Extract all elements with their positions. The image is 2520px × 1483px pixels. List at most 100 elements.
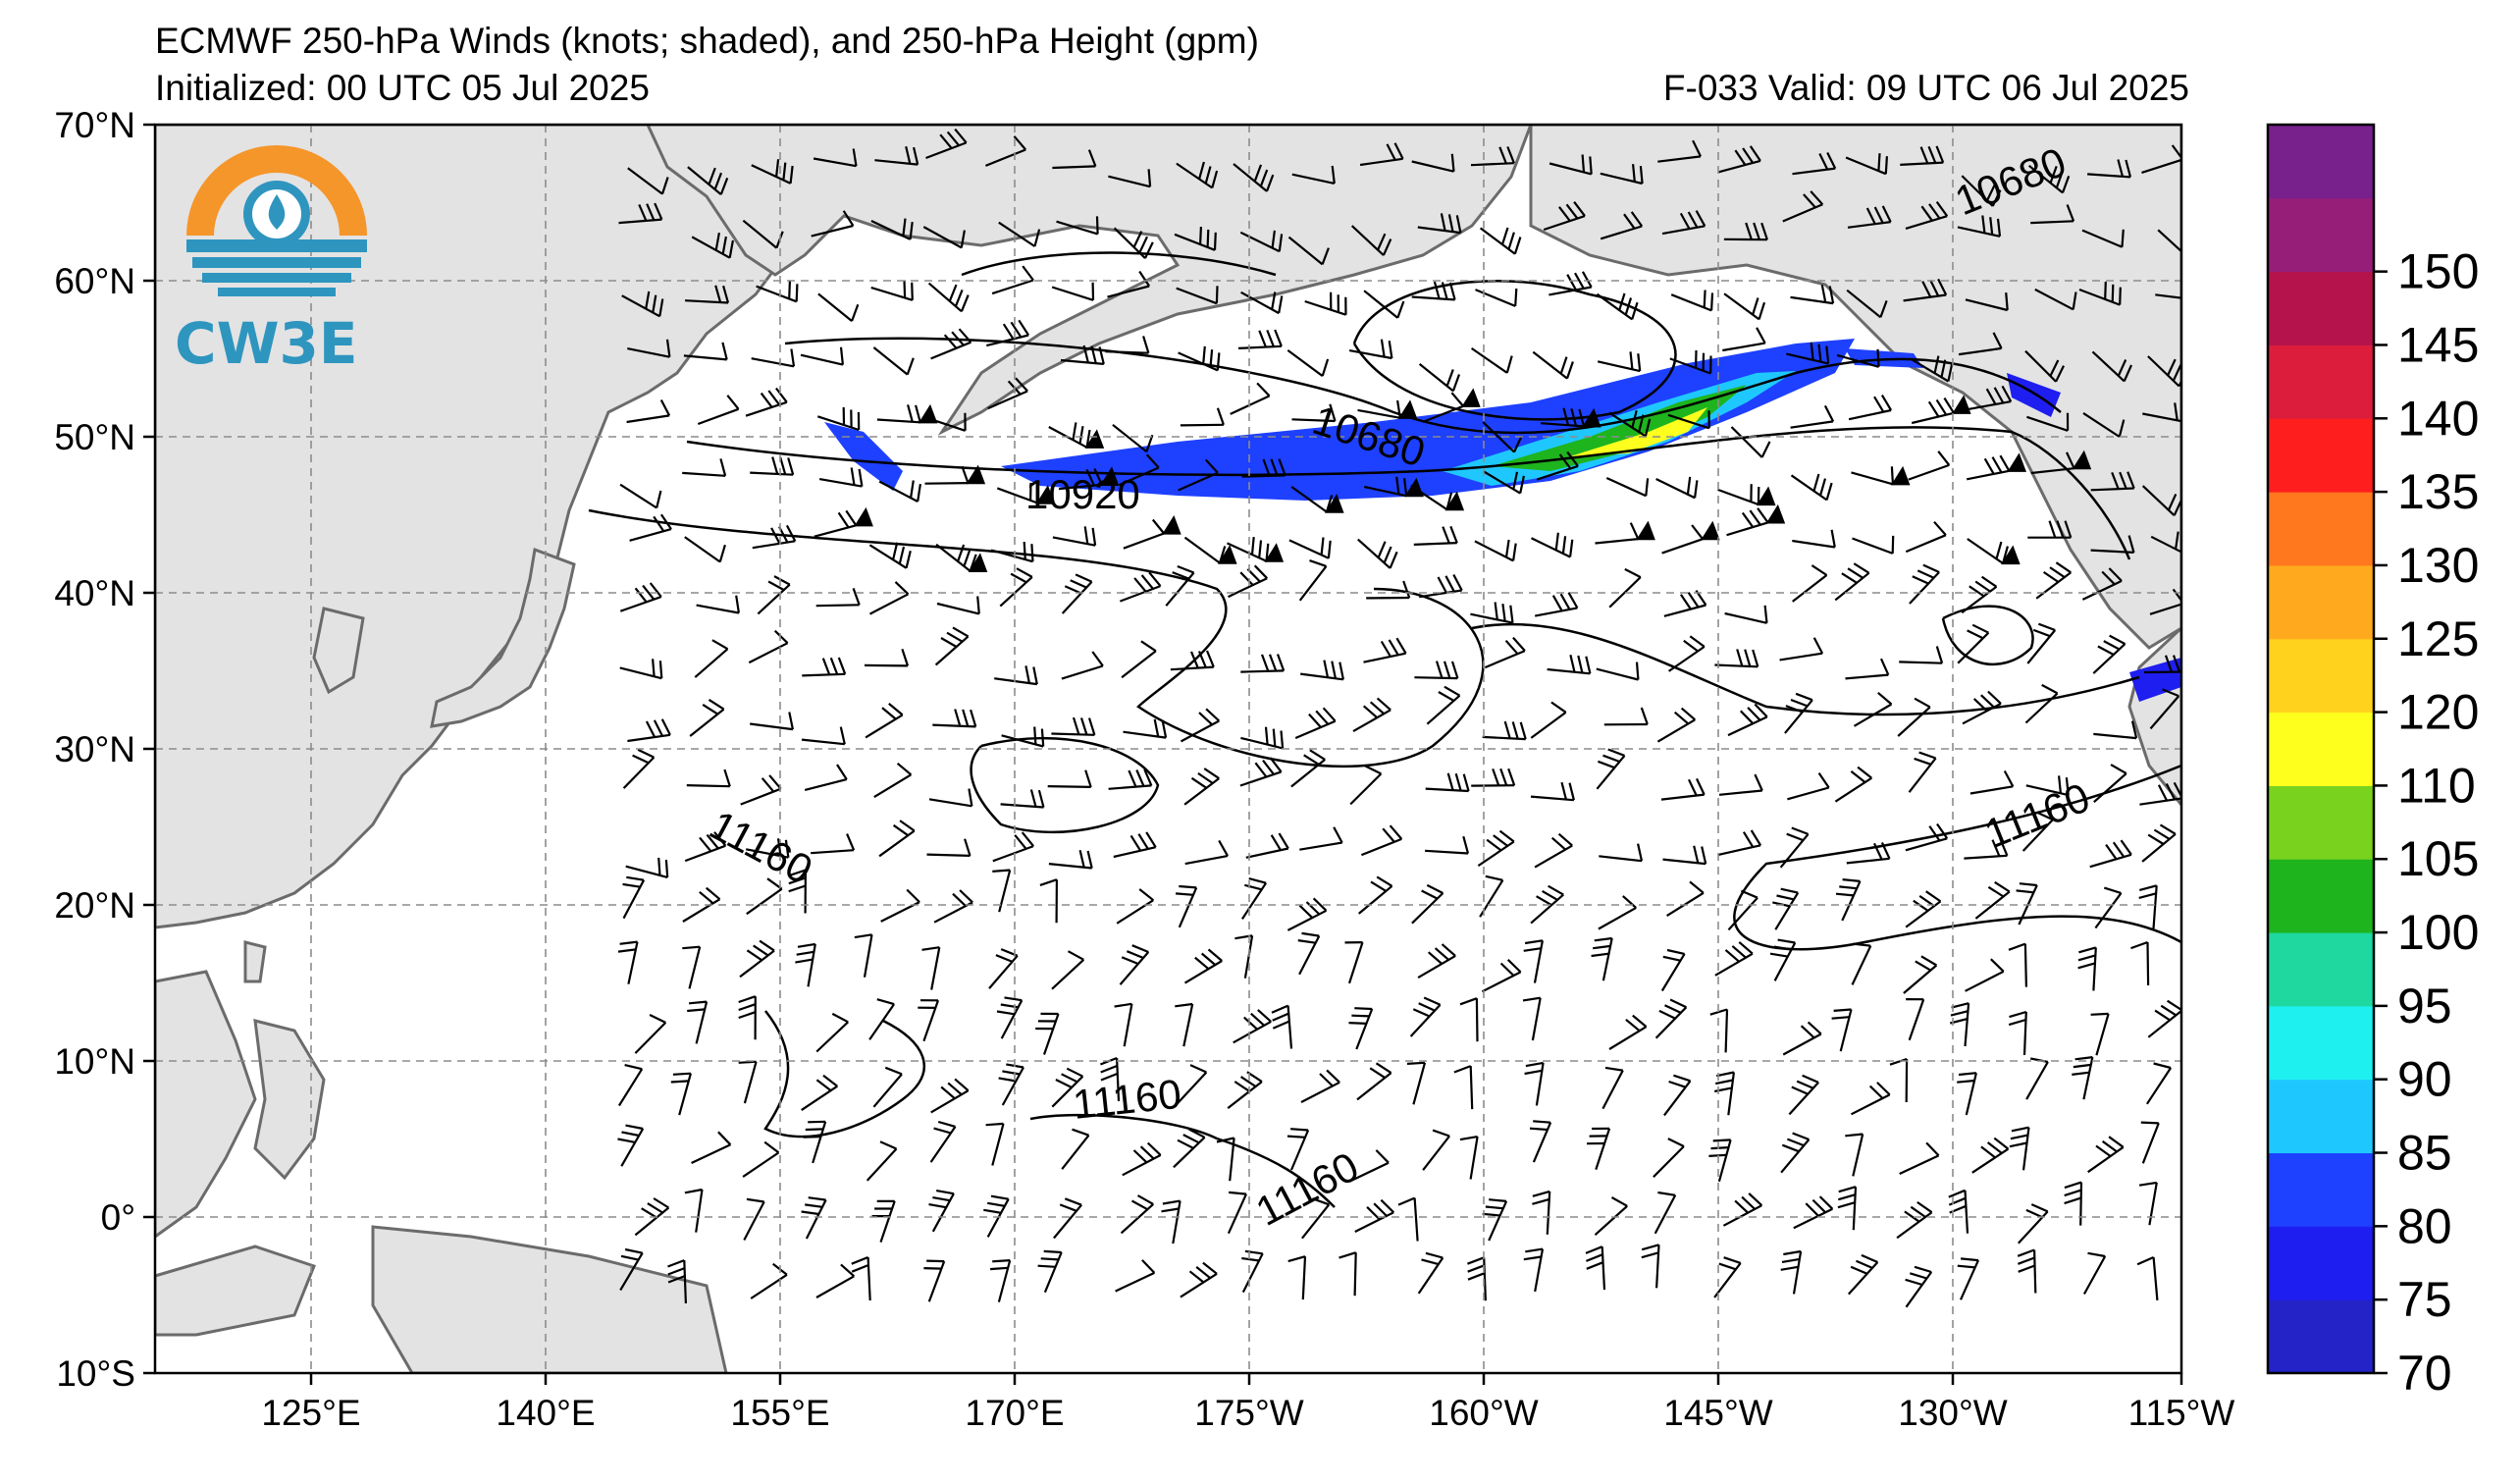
north-america — [1529, 125, 2181, 650]
wind-barb — [1911, 357, 1949, 383]
wind-barb — [619, 666, 662, 680]
wind-barb-pennant — [1636, 520, 1655, 541]
wind-barb-flag — [968, 788, 973, 807]
wind-barb-flag — [911, 282, 914, 300]
wind-barb-flag — [1781, 1143, 1800, 1153]
wind-barb-flag — [1916, 569, 1935, 579]
wind-barb-flag — [1857, 766, 1872, 779]
wind-barb-flag — [1980, 1145, 1996, 1159]
wind-barb-flag — [822, 1074, 838, 1087]
wind-barb-flag — [888, 703, 904, 716]
wind-barb-flag — [1673, 711, 1690, 725]
wind-barb-flag — [1909, 1272, 1927, 1280]
wind-barb — [622, 756, 656, 789]
wind-barb — [1001, 1066, 1024, 1106]
wind-barb-flag — [1033, 229, 1041, 247]
wind-barb-flag — [917, 484, 921, 503]
wind-barb — [1180, 719, 1220, 743]
wind-barb — [2034, 288, 2074, 311]
wind-barb-flag — [1993, 387, 2005, 404]
wind-barb-flag — [1243, 1016, 1258, 1031]
wind-barb — [1357, 538, 1391, 569]
wind-barb — [1001, 734, 1044, 748]
wind-barb-flag — [642, 584, 656, 601]
wind-barb — [1660, 793, 1705, 801]
wind-barb-flag — [1377, 541, 1387, 558]
wind-barb-flag — [1265, 174, 1275, 192]
wind-barb — [1909, 571, 1940, 605]
wind-barb-flag — [637, 748, 655, 759]
wind-barb-flag — [2061, 176, 2071, 193]
wind-barb-flag — [1776, 894, 1795, 901]
wind-barb-flag — [1691, 524, 1704, 540]
contour-11160-g — [1029, 1113, 1336, 1208]
wind-barb — [2095, 1013, 2110, 1056]
wind-barb — [1291, 173, 1336, 185]
wind-barb-flag — [1064, 1197, 1082, 1206]
wind-barb-flag — [1983, 457, 1995, 475]
wind-barb-flag — [1873, 396, 1885, 413]
wind-barb-flag — [1757, 507, 1769, 524]
wind-barb-flag — [1262, 458, 1271, 477]
wind-barb-flag — [1506, 959, 1522, 974]
wind-barb-flag — [1301, 931, 1320, 937]
wind-barb-flag — [1256, 382, 1271, 397]
lon-label: 175°W — [1194, 1393, 1304, 1433]
wind-barb — [1549, 162, 1592, 176]
jet-west — [824, 422, 903, 491]
wind-barb-flag — [1455, 215, 1462, 234]
wind-barb-flag — [787, 457, 795, 476]
wind-barb-flag — [1936, 822, 1949, 839]
colorbar-label: 90 — [2397, 1052, 2452, 1107]
logo-text: CW3E — [175, 310, 358, 377]
wind-barb — [1061, 664, 1104, 680]
wind-barb — [748, 642, 789, 664]
wind-barb — [1119, 466, 1160, 487]
contour-label-6: 11160 — [1071, 1071, 1183, 1128]
wind-barb — [872, 346, 909, 376]
wind-barb-flag — [658, 661, 663, 679]
wind-barb-flag — [746, 949, 762, 962]
wind-barb-flag — [894, 581, 910, 596]
wind-barb-flag — [713, 831, 727, 847]
wind-barb-flag — [1986, 184, 1996, 201]
wind-barb-flag — [2036, 811, 2054, 821]
wind-barb — [2024, 349, 2057, 383]
wind-barb-flag — [1450, 661, 1459, 679]
wind-barb-flag — [649, 582, 662, 598]
wind-barb-flag — [1921, 281, 1932, 298]
wind-barb-flag — [940, 637, 958, 648]
wind-barb-flag — [1137, 833, 1149, 850]
wind-barb — [1240, 669, 1285, 673]
wind-barb-flag — [790, 348, 796, 367]
wind-barb-flag — [2139, 884, 2157, 891]
wind-barb — [1896, 1211, 1933, 1240]
wind-barb-flag — [962, 709, 970, 727]
wind-barb-flag — [1522, 996, 1541, 1002]
wind-barb — [879, 1200, 896, 1243]
wind-barb-flag — [2041, 683, 2059, 695]
wind-barb-flag — [2087, 1251, 2106, 1258]
contour-10680-b — [1352, 280, 1677, 421]
wind-barb-flag — [1927, 400, 1940, 418]
colorbar-swatch — [2268, 1079, 2374, 1154]
wind-barb — [2091, 350, 2126, 383]
wind-barb — [1905, 215, 1948, 230]
wind-barb-flag — [2194, 283, 2198, 300]
wind-barb — [1847, 221, 1891, 229]
wind-barb — [927, 1260, 946, 1302]
wind-barb-flag — [1140, 574, 1154, 590]
wind-barb — [1176, 162, 1213, 189]
wind-barb — [1353, 1252, 1357, 1297]
wind-barb-flag — [1577, 655, 1584, 673]
wind-barb-flag — [2055, 365, 2065, 383]
wind-barb-flag — [719, 458, 727, 477]
wind-barb-flag — [1925, 1141, 1940, 1157]
wind-barb-flag — [983, 1208, 1002, 1214]
wind-barb — [1299, 841, 1342, 851]
wind-barb-flag — [1320, 537, 1325, 556]
wind-barb-flag — [1447, 214, 1454, 233]
wind-barb-flag — [1250, 536, 1255, 556]
wind-barb-flag — [767, 580, 785, 592]
wind-barb-flag — [1061, 1073, 1078, 1084]
